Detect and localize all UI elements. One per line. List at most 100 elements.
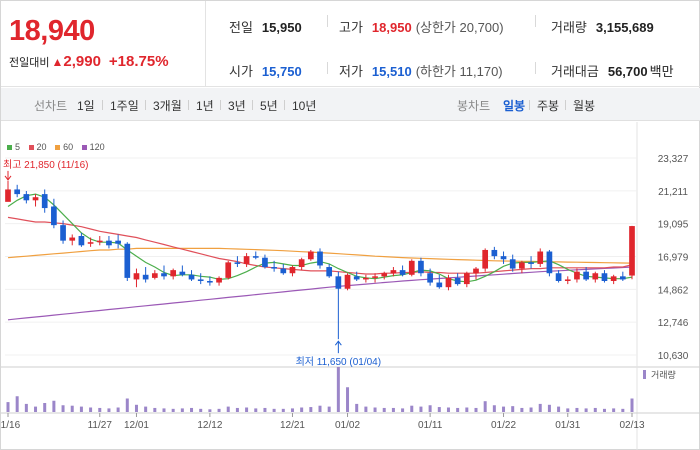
volume-bar <box>474 407 478 412</box>
candle-body <box>555 273 562 281</box>
candle-body <box>23 194 30 201</box>
price-box: 18,940 전일대비 ▲2,990 +18.75% <box>1 1 206 87</box>
low-annotation: 최저 11,650 (01/04) <box>296 356 382 368</box>
volume-bar <box>208 409 212 412</box>
volume-bar <box>612 408 616 412</box>
legend-item-ma120: 120 <box>81 142 105 152</box>
candle-body <box>5 189 11 202</box>
volume-legend-label: 거래량 <box>651 369 676 380</box>
open-value: 15,750 <box>261 64 302 79</box>
divider <box>535 62 536 74</box>
ma120-line <box>7 266 633 321</box>
period-1d[interactable]: 1일 <box>77 99 95 113</box>
volume-label: 거래량 <box>551 20 587 35</box>
candle-body <box>344 274 351 289</box>
volume-bar <box>235 407 239 412</box>
volume-bar <box>272 408 276 412</box>
high-value: 18,950 <box>371 20 412 35</box>
prev-close-value: 15,950 <box>261 20 302 35</box>
period-3m[interactable]: 3개월 <box>153 99 182 113</box>
candle-body <box>133 273 140 280</box>
candle-body <box>216 277 222 283</box>
legend-item-ma20: 20 <box>28 142 47 152</box>
candle-body <box>629 226 635 276</box>
period-1w[interactable]: 1주일 <box>110 99 139 113</box>
candlestick-chart[interactable]: 5 20 60 120 23,327 21,211 19,095 16,979 14,8… <box>0 122 700 450</box>
y-tick-label: 23,327 <box>658 154 689 165</box>
candle-body <box>243 256 250 264</box>
volume-bar <box>24 403 28 412</box>
candle-body <box>353 276 360 280</box>
volume-bar <box>538 403 542 412</box>
period-10y[interactable]: 10년 <box>292 99 317 113</box>
up-triangle-icon: ▲ <box>51 55 64 69</box>
volume-bar <box>584 408 588 412</box>
candle-body <box>197 279 204 281</box>
volume-bar <box>217 408 221 412</box>
volume-bar <box>309 407 313 412</box>
volume-bar <box>52 400 56 412</box>
candle-body <box>427 273 433 283</box>
candle-body <box>335 276 342 289</box>
volume-bar <box>630 398 634 412</box>
candle-body <box>124 243 131 278</box>
volume-bar <box>465 407 469 412</box>
volume-bar <box>419 406 423 412</box>
candle-body <box>51 206 57 226</box>
volume-bar <box>43 403 47 412</box>
divider <box>327 15 328 27</box>
candle-body <box>207 280 213 283</box>
lower-limit: (하한가 11,170) <box>415 64 503 79</box>
candle-body <box>106 240 112 246</box>
upper-limit: (상한가 20,700) <box>415 20 504 35</box>
volume-bar <box>547 404 551 412</box>
candle-daily[interactable]: 일봉 <box>503 99 526 113</box>
volume-bar <box>300 407 304 412</box>
period-5y[interactable]: 5년 <box>260 99 278 113</box>
volume-bar <box>483 401 487 412</box>
divider <box>252 100 253 110</box>
volume-bar <box>621 408 625 412</box>
volume-bar <box>98 407 102 412</box>
x-tick-label: 11/16 <box>1 420 21 431</box>
period-3y[interactable]: 3년 <box>228 99 246 113</box>
volume-bar <box>318 405 322 412</box>
volume-bar <box>107 408 111 412</box>
divider <box>102 100 103 110</box>
volume-bar <box>410 405 414 412</box>
candle-body <box>151 273 158 278</box>
legend-item-ma5: 5 <box>7 142 20 152</box>
volume-bar <box>373 407 377 412</box>
candle-body <box>454 277 461 285</box>
candle-body <box>60 225 66 241</box>
open-stat: 시가 15,750 <box>229 61 302 80</box>
legend-item-ma60: 60 <box>55 142 73 152</box>
candle-body <box>188 274 195 280</box>
low-label: 저가 <box>339 64 363 79</box>
candle-weekly[interactable]: 주봉 <box>537 99 560 113</box>
trade-amount-value: 56,700 <box>607 64 648 79</box>
volume-bar <box>199 408 203 412</box>
candle-body <box>592 273 599 280</box>
y-tick-label: 14,862 <box>658 285 689 296</box>
candle-body <box>179 271 186 275</box>
candle-body <box>234 262 241 264</box>
volume-bar <box>364 406 368 412</box>
candle-body <box>96 240 103 243</box>
candle-body <box>564 279 571 281</box>
volume-bar <box>263 407 267 412</box>
candle-body <box>390 270 397 274</box>
x-tick-label: 01/22 <box>491 420 516 431</box>
candle-monthly[interactable]: 월봉 <box>573 99 596 113</box>
change-percent: +18.75% <box>108 53 169 70</box>
candle-body <box>473 268 479 274</box>
period-1y[interactable]: 1년 <box>196 99 214 113</box>
candle-body <box>519 262 525 269</box>
volume-bar <box>180 408 184 412</box>
y-tick-label: 21,211 <box>658 187 688 198</box>
volume-bar <box>144 406 148 412</box>
y-tick-label: 12,746 <box>658 318 689 329</box>
volume-bar <box>327 406 331 412</box>
volume-bar <box>566 408 570 412</box>
